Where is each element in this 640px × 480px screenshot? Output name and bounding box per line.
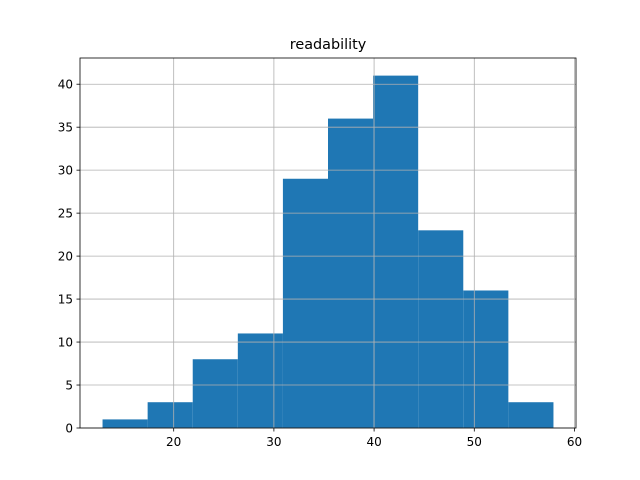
bar: [102, 419, 148, 428]
y-tick-label: 25: [58, 207, 73, 221]
bar: [237, 333, 283, 428]
y-tick-label: 0: [65, 422, 73, 436]
y-tick-label: 40: [58, 78, 73, 92]
x-tick-label: 50: [467, 435, 482, 449]
y-tick-label: 5: [65, 379, 73, 393]
bar: [192, 359, 238, 428]
bar: [282, 178, 328, 428]
x-tick-label: 30: [266, 435, 281, 449]
bar: [418, 230, 464, 428]
y-tick-label: 35: [58, 121, 73, 135]
axes-frame: [79, 57, 577, 429]
bar: [373, 75, 419, 428]
x-tick-label: 20: [166, 435, 181, 449]
bar: [508, 402, 554, 428]
y-tick-label: 15: [58, 293, 73, 307]
bar: [147, 402, 193, 428]
x-tick-label: 60: [567, 435, 582, 449]
y-tick-label: 20: [58, 250, 73, 264]
bar: [463, 290, 509, 428]
x-tick-label: 40: [366, 435, 381, 449]
y-tick-label: 10: [58, 336, 73, 350]
chart-title: readability: [290, 37, 367, 53]
y-tick-label: 30: [58, 164, 73, 178]
bar: [328, 118, 374, 428]
